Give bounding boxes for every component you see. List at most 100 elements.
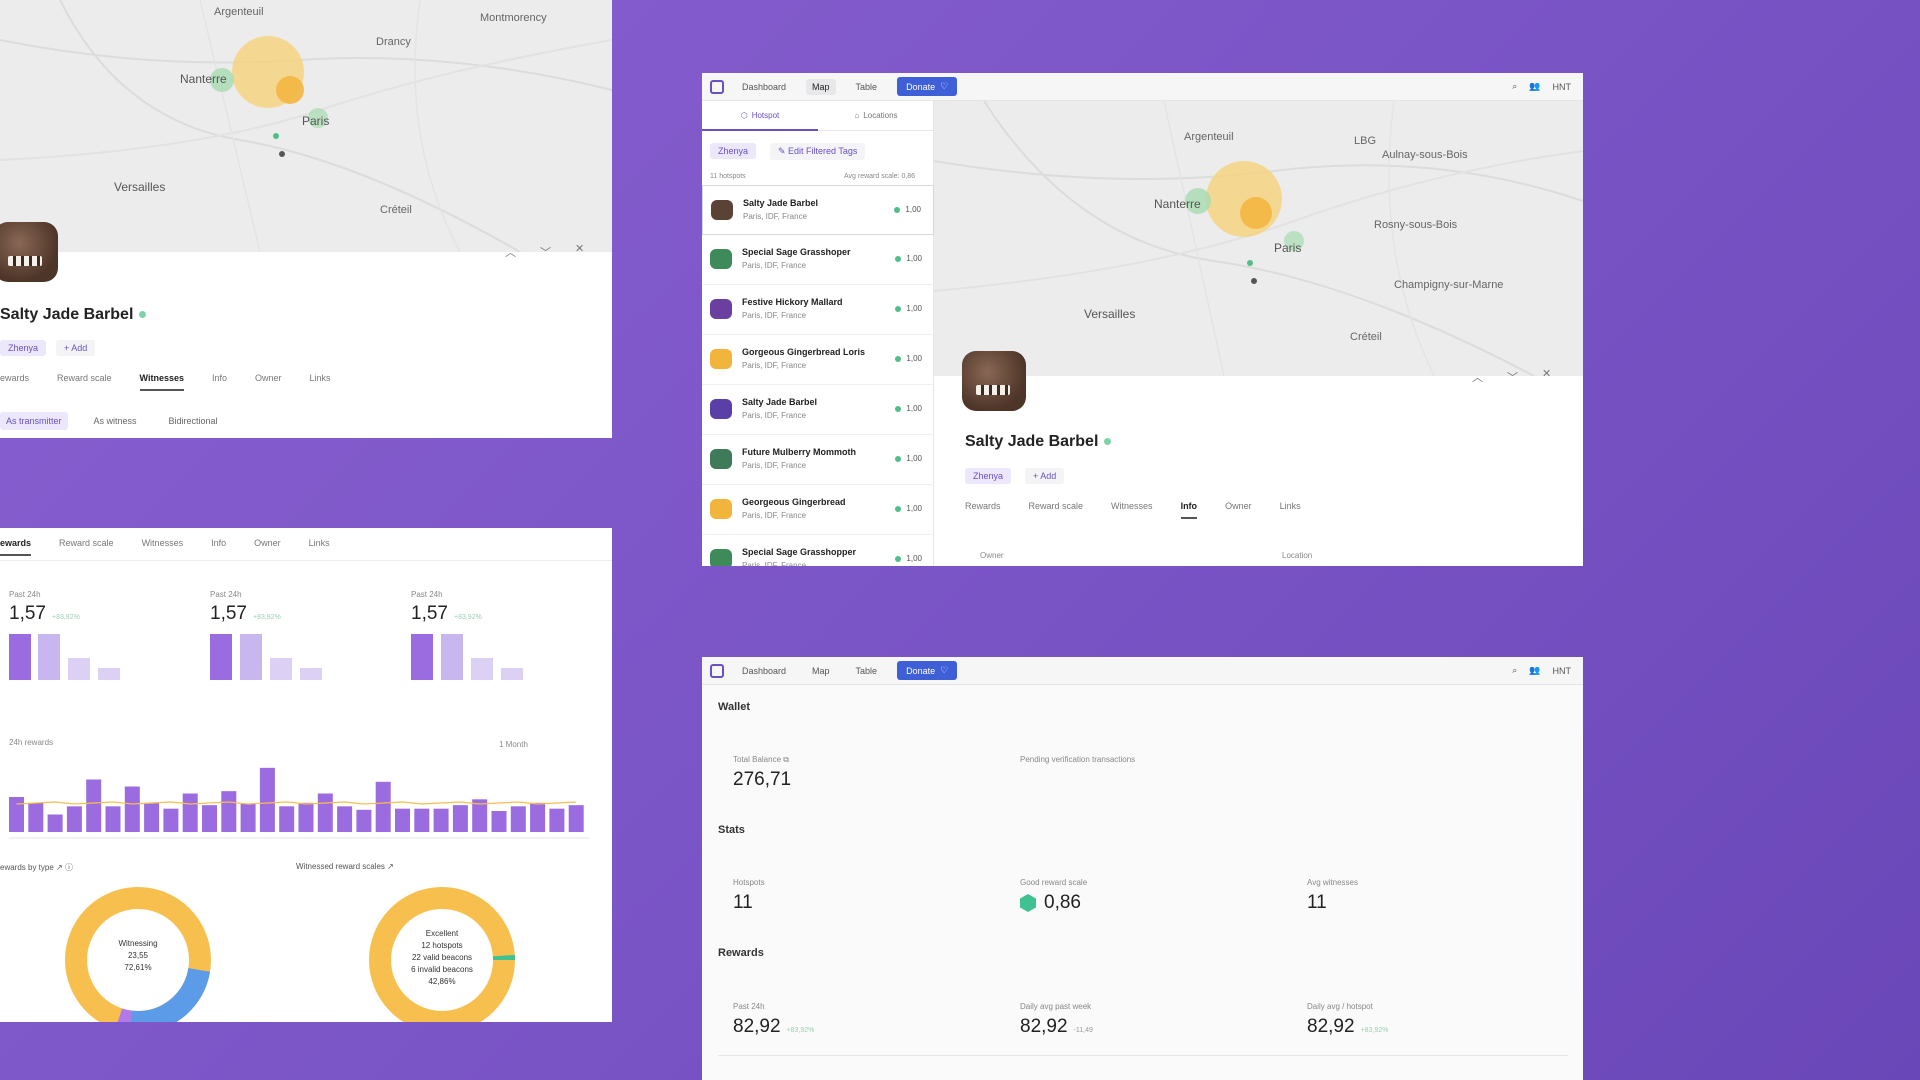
add-tag-button[interactable]: + Add bbox=[1025, 468, 1065, 484]
external-link-icon[interactable]: ↗ bbox=[387, 862, 394, 871]
tab-links[interactable]: Links bbox=[308, 538, 330, 548]
tab-reward-scale[interactable]: Reward scale bbox=[57, 373, 112, 383]
users-icon[interactable]: 👥 bbox=[1529, 665, 1541, 675]
hotspot-name: Special Sage Grasshoper bbox=[742, 247, 851, 257]
hotspot-location: Paris, IDF, France bbox=[742, 561, 807, 566]
hotspot-reward-scale: 1,00 bbox=[895, 354, 922, 363]
verified-icon bbox=[1104, 438, 1112, 446]
tab-links[interactable]: Links bbox=[309, 373, 331, 383]
witness-subtabs: As transmitter As witness Bidirectional bbox=[0, 412, 224, 430]
tab-rewards[interactable]: ewards bbox=[0, 373, 30, 383]
home-icon: ⌂ bbox=[854, 111, 860, 120]
hotspot-location: Paris, IDF, France bbox=[743, 212, 808, 221]
panel-hotspot-rewards: ewards Reward scale Witnesses Info Owner… bbox=[0, 528, 612, 1022]
chevron-down-icon[interactable]: ﹀ bbox=[540, 247, 551, 259]
nav-dashboard[interactable]: Dashboard bbox=[742, 665, 787, 676]
avg-witnesses-label: Avg witnesses bbox=[1307, 878, 1358, 887]
add-tag-button[interactable]: + Add bbox=[56, 340, 96, 356]
tab-info[interactable]: Info bbox=[211, 538, 227, 548]
chevron-up-icon[interactable]: ︿ bbox=[505, 247, 516, 259]
reward-bar bbox=[472, 799, 488, 832]
hotspot-list-item[interactable]: Georgeous Gingerbread Paris, IDF, France 1… bbox=[702, 485, 934, 535]
past24-delta: +83,92% bbox=[786, 1027, 815, 1034]
tab-owner[interactable]: Owner bbox=[254, 538, 281, 548]
map-label-rosny: Rosny-sous-Bois bbox=[1374, 219, 1458, 231]
subtab-as-witness[interactable]: As witness bbox=[93, 416, 137, 426]
hotspot-list-item[interactable]: Festive Hickory Mallard Paris, IDF, Franc… bbox=[702, 285, 934, 335]
tab-hotspot[interactable]: ⬡ Hotspot bbox=[702, 101, 818, 131]
hotspots-label: Hotspots bbox=[733, 878, 765, 887]
tag-zhenya[interactable]: Zhenya bbox=[0, 340, 47, 356]
currency-label[interactable]: HNT bbox=[1552, 665, 1572, 676]
edit-filtered-tags-button[interactable]: ✎ Edit Filtered Tags bbox=[770, 143, 866, 160]
hotspot-avatar-icon bbox=[710, 499, 732, 519]
tab-witnesses[interactable]: Witnesses bbox=[139, 373, 185, 391]
users-icon[interactable]: 👥 bbox=[1529, 81, 1541, 91]
mini-bar bbox=[270, 658, 292, 680]
chevron-down-icon[interactable]: ﹀ bbox=[1507, 372, 1518, 384]
map-roads bbox=[934, 101, 1583, 376]
subtab-as-transmitter[interactable]: As transmitter bbox=[0, 412, 68, 430]
reward-bar bbox=[66, 806, 82, 832]
tab-info[interactable]: Info bbox=[1180, 501, 1198, 519]
good-scale-value: 0,86 bbox=[1020, 892, 1081, 914]
tab-info[interactable]: Info bbox=[211, 373, 227, 383]
tab-witnesses[interactable]: Witnesses bbox=[141, 538, 184, 548]
tab-witnesses[interactable]: Witnesses bbox=[1111, 501, 1153, 511]
search-icon[interactable]: ⌕ bbox=[1512, 665, 1518, 675]
hotspot-list-item[interactable]: Gorgeous Gingerbread Loris Paris, IDF, Fr… bbox=[702, 335, 934, 385]
hotspot-list-item[interactable]: Special Sage Grasshopper Paris, IDF, Fran… bbox=[702, 535, 934, 566]
tab-reward-scale[interactable]: Reward scale bbox=[59, 538, 114, 548]
donate-button[interactable]: Donate ♡ bbox=[897, 661, 958, 680]
hotspot-location: Paris, IDF, France bbox=[742, 261, 807, 270]
map-view[interactable]: Nanterre Paris Versailles Créteil Argent… bbox=[934, 101, 1583, 376]
tag-zhenya[interactable]: Zhenya bbox=[965, 468, 1012, 484]
copy-icon[interactable]: ⧉ bbox=[783, 755, 789, 764]
tab-owner[interactable]: Owner bbox=[255, 373, 282, 383]
tab-locations[interactable]: ⌂ Locations bbox=[818, 101, 934, 131]
nav-map[interactable]: Map bbox=[806, 78, 836, 95]
hotspot-list-item[interactable]: Salty Jade Barbel Paris, IDF, France 1,00 bbox=[702, 185, 934, 235]
hotspot-list-item[interactable]: Special Sage Grasshoper Paris, IDF, Franc… bbox=[702, 235, 934, 285]
close-icon[interactable]: ✕ bbox=[1542, 368, 1552, 380]
hotspot-list-item[interactable]: Future Mulberry Mommoth Paris, IDF, Franc… bbox=[702, 435, 934, 485]
hotspot-tabs: ewards Reward scale Witnesses Info Owner… bbox=[0, 373, 331, 391]
mini-bar bbox=[411, 634, 433, 680]
hotspot-icon: ⬡ bbox=[740, 110, 748, 120]
app-logo-icon[interactable] bbox=[710, 79, 724, 94]
stats-title: Stats bbox=[718, 824, 745, 836]
info-icon[interactable]: ⓘ bbox=[64, 863, 73, 872]
tab-links[interactable]: Links bbox=[1279, 501, 1301, 511]
tab-rewards[interactable]: ewards bbox=[0, 538, 32, 556]
reward-bar bbox=[259, 767, 275, 832]
mini-bar bbox=[471, 658, 493, 680]
map-view[interactable]: Nanterre Paris Versailles Créteil Drancy… bbox=[0, 0, 612, 252]
tag-zhenya[interactable]: Zhenya bbox=[710, 143, 757, 159]
daily-hotspot-label: Daily avg / hotspot bbox=[1307, 1002, 1373, 1011]
nav-dashboard[interactable]: Dashboard bbox=[742, 81, 787, 92]
tab-owner[interactable]: Owner bbox=[1225, 501, 1252, 511]
external-link-icon[interactable]: ↗ bbox=[56, 863, 63, 872]
panel-hotspot-witnesses: Nanterre Paris Versailles Créteil Drancy… bbox=[0, 0, 612, 438]
chevron-up-icon[interactable]: ︿ bbox=[1472, 372, 1483, 384]
hotspot-name: Salty Jade Barbel bbox=[743, 198, 819, 208]
tab-rewards[interactable]: Rewards bbox=[965, 501, 1001, 511]
close-icon[interactable]: ✕ bbox=[575, 243, 585, 255]
divider bbox=[718, 1055, 1568, 1056]
app-logo-icon[interactable] bbox=[710, 663, 724, 678]
nav-table[interactable]: Table bbox=[855, 665, 878, 676]
average-line bbox=[16, 801, 577, 805]
map-label-argenteuil: Argenteuil bbox=[214, 6, 264, 18]
stat-label: Past 24h bbox=[411, 590, 443, 599]
hotspot-location: Paris, IDF, France bbox=[742, 511, 807, 520]
subtab-bidirectional[interactable]: Bidirectional bbox=[168, 416, 218, 426]
tab-reward-scale[interactable]: Reward scale bbox=[1028, 501, 1084, 511]
range-selector[interactable]: 1 Month bbox=[499, 740, 528, 749]
donate-button[interactable]: Donate ♡ bbox=[897, 77, 958, 96]
currency-label[interactable]: HNT bbox=[1552, 81, 1572, 92]
nav-map[interactable]: Map bbox=[812, 665, 830, 676]
search-icon[interactable]: ⌕ bbox=[1512, 81, 1518, 91]
hotspot-list-item[interactable]: Salty Jade Barbel Paris, IDF, France 1,00 bbox=[702, 385, 934, 435]
nav-table[interactable]: Table bbox=[855, 81, 878, 92]
hotspot-list: Salty Jade Barbel Paris, IDF, France 1,00 S… bbox=[702, 185, 934, 566]
